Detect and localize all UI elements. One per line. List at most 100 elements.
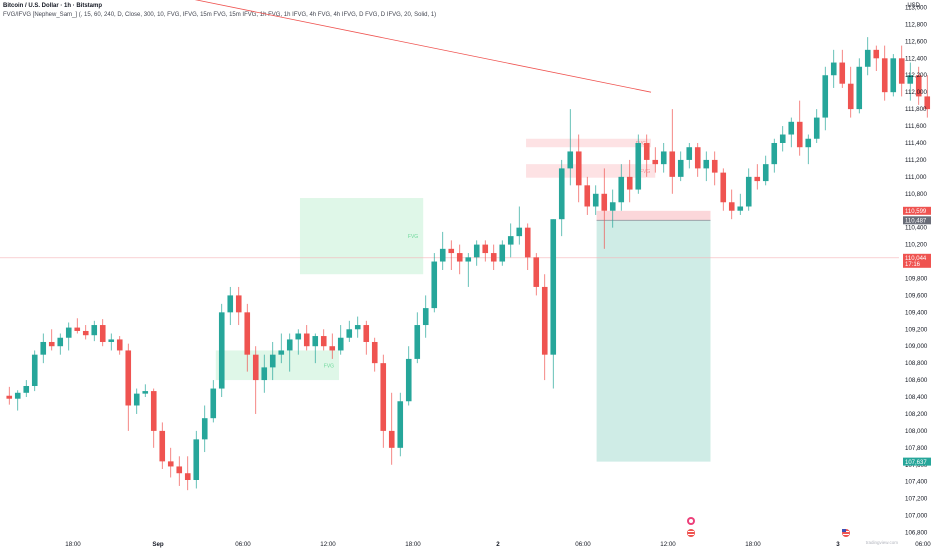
candle-body: [82, 330, 89, 336]
y-axis-tick-label: 109,400: [905, 309, 928, 316]
candle: [82, 325, 89, 340]
target-zone[interactable]: [596, 220, 711, 462]
x-axis-tick-label: 2: [496, 541, 500, 548]
candle-body: [575, 151, 582, 186]
candle-body: [397, 401, 404, 448]
candle: [516, 206, 523, 245]
candle-body: [6, 395, 13, 399]
us-flag-event-icon[interactable]: [687, 529, 695, 537]
candle: [133, 388, 140, 414]
watermark-text: tradingview.com: [865, 540, 898, 545]
axis-price-label-value: 107,637: [905, 460, 927, 466]
candle: [6, 386, 13, 405]
candle-body: [116, 339, 123, 351]
candle: [550, 219, 557, 389]
candle-body: [677, 159, 684, 177]
candle-body: [380, 363, 387, 431]
y-axis-tick-label: 107,800: [905, 445, 928, 452]
candle-body: [346, 329, 353, 338]
y-axis-tick-label: 111,600: [905, 123, 927, 130]
candle: [822, 66, 829, 131]
candle-body: [694, 147, 701, 169]
candle: [346, 320, 353, 342]
y-axis-tick-label: 110,200: [905, 242, 927, 249]
candle-body: [839, 62, 846, 84]
candle: [745, 168, 752, 211]
us-flag-event-icon[interactable]: [842, 529, 850, 537]
y-axis-tick-label: 111,800: [905, 106, 927, 113]
y-axis-tick-label: 110,800: [905, 191, 927, 198]
candle-body: [57, 337, 64, 347]
currency-label[interactable]: USD: [907, 3, 920, 9]
candle-body: [142, 391, 149, 394]
candle-body: [278, 350, 285, 355]
candle: [235, 286, 242, 326]
candle-body: [737, 206, 744, 211]
candle-body: [533, 257, 540, 287]
candle: [167, 447, 174, 478]
candle-body: [609, 202, 616, 211]
candle: [660, 142, 667, 173]
candle: [924, 75, 931, 118]
candle-body: [550, 219, 557, 355]
y-axis-tick-label: 113,000: [905, 5, 927, 12]
y-axis-tick-label: 108,800: [905, 360, 928, 367]
candle: [363, 320, 370, 355]
chart-title: Bitcoin / U.S. Dollar · 1h · Bitstamp: [3, 3, 103, 9]
candle: [278, 333, 285, 364]
trendline[interactable]: [192, 0, 652, 93]
candle: [354, 316, 361, 338]
candle-body: [286, 339, 293, 351]
y-axis-tick-label: 107,000: [905, 513, 928, 520]
candle-body: [907, 75, 914, 84]
candle-body: [745, 176, 752, 207]
x-axis-tick-label: 18:00: [405, 541, 421, 548]
candle: [14, 390, 21, 411]
candle: [686, 142, 693, 169]
candle-body: [830, 62, 837, 76]
candle-body: [788, 121, 795, 135]
candle-body: [856, 66, 863, 110]
stop-zone[interactable]: [596, 210, 711, 221]
candle-body: [235, 295, 242, 313]
candle-body: [303, 333, 310, 347]
candle: [541, 274, 548, 381]
x-axis-tick-label: 06:00: [915, 541, 931, 548]
candle: [575, 134, 582, 203]
candle: [754, 164, 761, 190]
candle: [99, 319, 106, 347]
candle-body: [167, 461, 174, 467]
candle-body: [150, 391, 157, 431]
candle: [210, 380, 217, 423]
candle: [898, 45, 905, 97]
candle: [380, 354, 387, 448]
candle-body: [864, 49, 871, 67]
candle: [890, 54, 897, 97]
candle-body: [796, 121, 803, 148]
candle: [694, 142, 701, 177]
candle-body: [65, 327, 72, 338]
candle-body: [728, 202, 735, 211]
candle: [907, 62, 914, 101]
candle-body: [210, 388, 217, 419]
candle: [422, 295, 429, 338]
candle: [635, 134, 642, 194]
candle: [601, 168, 608, 249]
indicator-legend[interactable]: FVG/IFVG [Nephew_Sam_] (, 15, 60, 240, D…: [3, 12, 437, 18]
candle-body: [567, 151, 574, 169]
candle: [788, 117, 795, 148]
economic-event-icon[interactable]: [687, 517, 695, 525]
candle-body: [31, 354, 38, 387]
candle-body: [99, 325, 106, 342]
candle: [652, 147, 659, 173]
candle-body: [779, 134, 786, 143]
candle-body: [439, 248, 446, 262]
candle-body: [320, 336, 327, 347]
candle-body: [388, 430, 395, 448]
candle-body: [813, 117, 820, 139]
y-axis-tick-label: 111,200: [905, 157, 927, 164]
candle: [125, 343, 132, 431]
candle-body: [91, 325, 98, 336]
